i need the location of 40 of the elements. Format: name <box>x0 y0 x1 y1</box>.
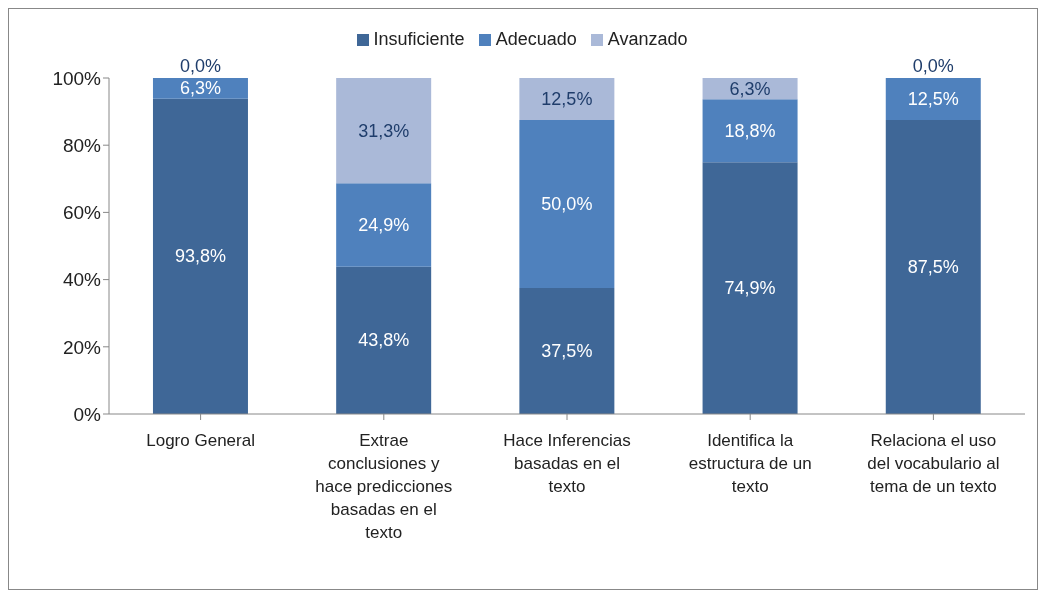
x-tick-label: Extrae conclusiones y hace predicciones basadas en el texto <box>315 431 453 542</box>
bar <box>519 120 615 288</box>
data-label: 6,3% <box>729 78 771 99</box>
data-label: 6,3% <box>179 78 221 99</box>
x-tick-label: Logro General <box>146 431 255 450</box>
bar <box>702 162 798 414</box>
bar <box>885 78 981 120</box>
bar <box>152 98 248 414</box>
y-tick-label: 20% <box>62 336 102 358</box>
x-tick-label: Relaciona el uso del vocabulario al tema de un texto <box>867 431 1000 496</box>
legend-label: Insuficiente <box>372 29 465 50</box>
data-label: 18,8% <box>724 120 776 141</box>
data-label: 74,9% <box>724 278 776 299</box>
data-label: 31,3% <box>358 120 410 141</box>
bar <box>336 78 432 184</box>
bar <box>885 120 981 414</box>
x-tick-label: Identifica la estructura de un texto <box>688 431 812 496</box>
data-label: 0,0% <box>912 56 954 76</box>
legend-label: Avanzado <box>606 29 688 50</box>
y-tick-label: 60% <box>62 202 102 224</box>
x-tick-label: Hace Inferencias basadas en el texto <box>503 431 631 496</box>
data-label: 37,5% <box>541 341 593 361</box>
y-tick-label: 40% <box>62 269 102 291</box>
data-label: 87,5% <box>907 257 959 277</box>
data-label: 24,9% <box>358 215 410 235</box>
bar <box>702 99 798 163</box>
y-tick-label: 100% <box>52 67 102 89</box>
bar <box>336 266 432 414</box>
legend-label: Adecuado <box>494 29 577 50</box>
y-tick-label: 0% <box>73 403 102 425</box>
data-label: 12,5% <box>541 89 593 109</box>
bar <box>336 183 432 267</box>
data-label: 0,0% <box>179 56 221 76</box>
bar <box>519 288 615 414</box>
data-label: 93,8% <box>174 246 226 267</box>
bar <box>519 78 615 120</box>
data-label: 12,5% <box>907 89 959 109</box>
y-tick-label: 80% <box>62 134 102 156</box>
data-label: 50,0% <box>541 194 593 214</box>
data-label: 43,8% <box>358 330 410 351</box>
